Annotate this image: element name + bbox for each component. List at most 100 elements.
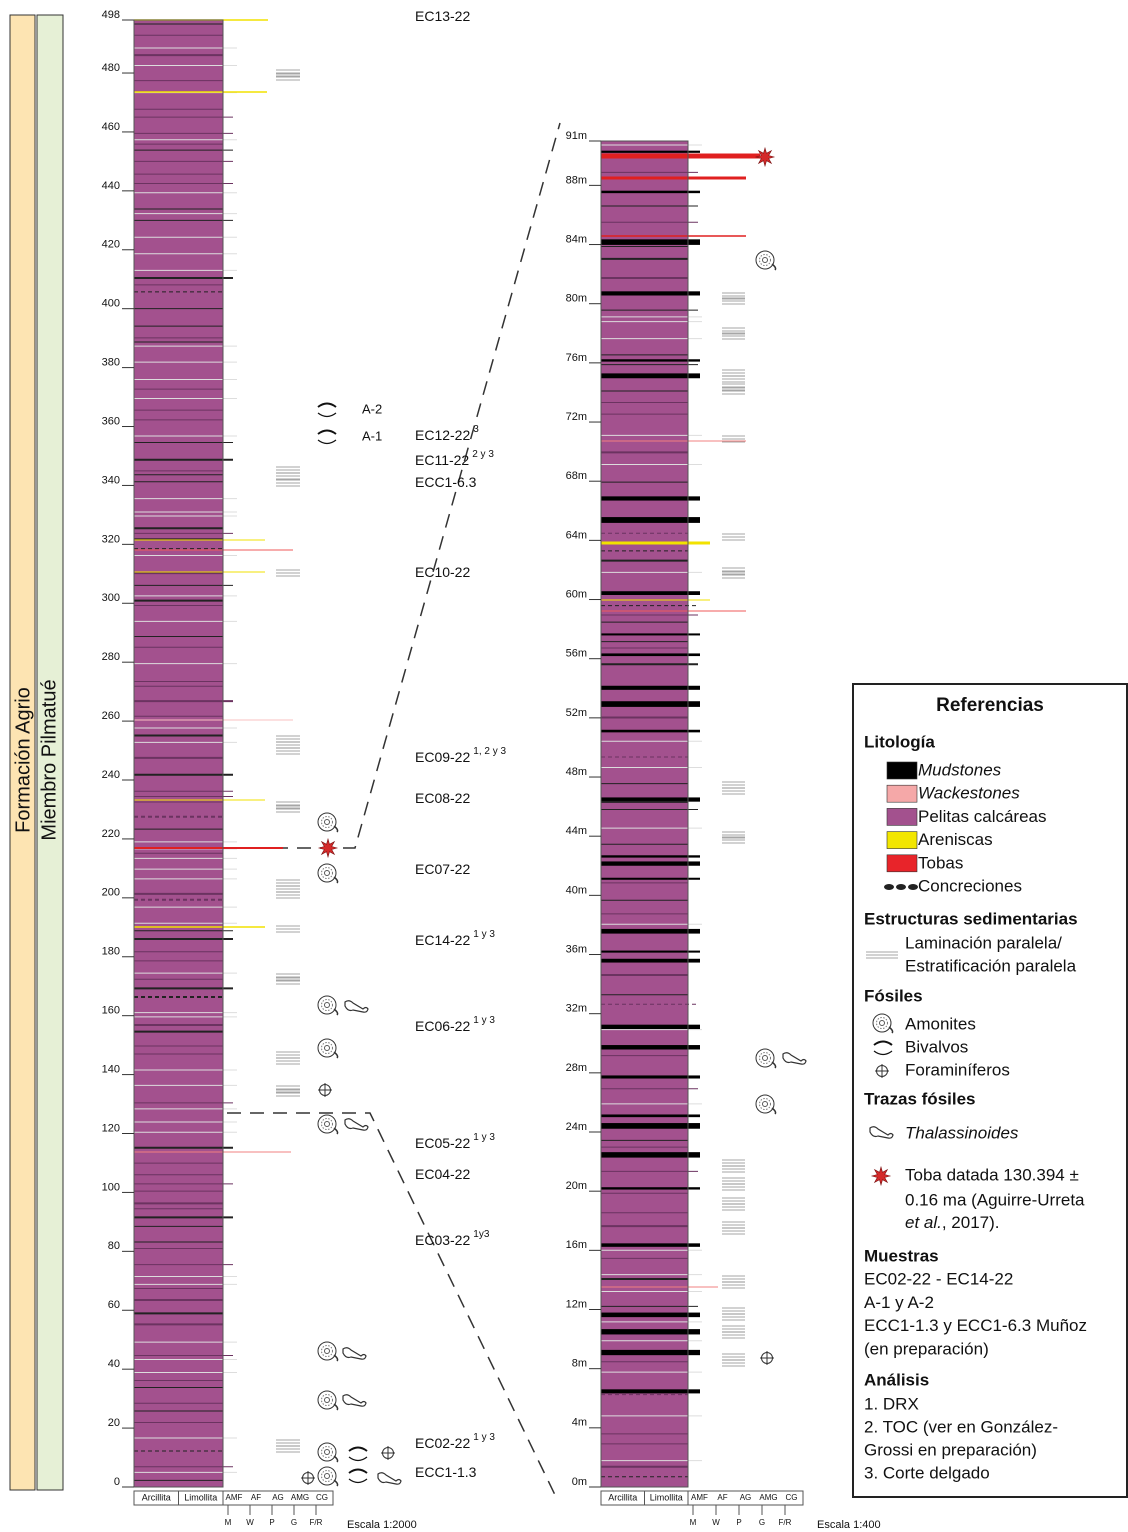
ammonite-core <box>762 1101 768 1107</box>
ammonite-aperture <box>333 1479 339 1487</box>
mudstone-bed <box>601 1329 700 1335</box>
tick-label: 160 <box>102 1005 120 1017</box>
sample-name: ECC1-6.3 <box>415 474 477 490</box>
tick-label: 0 <box>114 1476 120 1488</box>
ammonite-icon <box>317 1466 339 1487</box>
sample-name: EC05-22 <box>415 1135 470 1151</box>
thalassinoides-icon <box>869 1126 894 1139</box>
sample-name: EC03-22 <box>415 1232 470 1248</box>
sample-name: EC02-22 <box>415 1435 470 1451</box>
legend-item: 2. TOC (ver en González- <box>864 1417 1058 1436</box>
tick-label: 60 <box>108 1299 120 1311</box>
legend-swatch <box>886 784 918 803</box>
tick-label: 498 <box>102 9 120 21</box>
dated-tuff-star <box>317 837 339 859</box>
ammonite-shell <box>755 250 775 270</box>
foram-cross <box>381 1446 395 1460</box>
ammonite-core <box>324 1002 330 1008</box>
legend-swatch <box>886 761 918 780</box>
tick-label: 180 <box>102 946 120 958</box>
ammonite-shell <box>317 1114 337 1134</box>
column-body <box>134 20 223 1487</box>
texture-label: W <box>712 1518 720 1527</box>
mudstone-bed <box>601 1024 700 1030</box>
thalassinoides-icon <box>342 1394 367 1407</box>
legend-item: Pelitas calcáreas <box>918 807 1047 826</box>
ammonite-icon <box>755 1048 777 1069</box>
mudstone-bed <box>601 1389 700 1394</box>
ammonite-aperture <box>333 1051 339 1059</box>
bivalve-icon <box>317 429 337 435</box>
column-outline <box>133 19 224 1488</box>
member-bar <box>36 14 64 1491</box>
legend-heading: Litología <box>864 732 935 751</box>
legend-item: ECC1-1.3 y ECC1-6.3 Muñoz <box>864 1316 1087 1335</box>
tick-label: 240 <box>102 769 120 781</box>
tick-label: 80 <box>108 1240 120 1252</box>
legend-swatch <box>886 831 918 849</box>
mudstone-bed <box>601 190 700 194</box>
sample-name: EC09-22 <box>415 749 470 765</box>
legend-text: , 2017). <box>942 1213 1000 1232</box>
ammonite-icon <box>317 1442 339 1463</box>
tick-label: 220 <box>102 828 120 840</box>
ammonite-shell <box>317 812 337 832</box>
tick-label: 84m <box>566 233 587 245</box>
column-body <box>601 141 688 1487</box>
mudstone-bed <box>601 1114 700 1118</box>
sample-name: EC06-22 <box>415 1018 470 1034</box>
lithology-label: Limollita <box>650 1492 683 1502</box>
ammonite-shell <box>317 1466 337 1486</box>
bivalve-icon <box>317 412 337 418</box>
sample-label: ECC1-6.3 <box>415 474 477 490</box>
texture-label: G <box>291 1518 297 1527</box>
sample-label: EC03-22 1y3 <box>415 1229 490 1248</box>
legend-item: Grossi en preparación) <box>864 1440 1037 1459</box>
lithology-label: Arcillita <box>608 1492 637 1502</box>
ammonite-whorl <box>759 1052 771 1064</box>
tick-label: 420 <box>102 239 120 251</box>
foram-cross <box>301 1471 315 1485</box>
ammonite-core <box>324 819 330 825</box>
mudstone-bed <box>601 855 700 858</box>
grain-label: AMF <box>226 1493 243 1502</box>
grain-label: AMG <box>759 1493 777 1502</box>
legend-heading: Estructuras sedimentarias <box>864 909 1078 928</box>
tick-label: 72m <box>566 411 587 423</box>
bivalve-icon <box>348 1446 368 1452</box>
mudstone-bed <box>601 861 700 866</box>
ammonite-aperture <box>333 876 339 884</box>
ammonite-whorl <box>876 1017 888 1029</box>
texture-label: M <box>690 1518 697 1527</box>
sample-name: EC12-22 <box>415 427 470 443</box>
tick-label: 76m <box>566 352 587 364</box>
tick-label: 12m <box>566 1298 587 1310</box>
dated-tuff-star <box>754 146 776 168</box>
mudstone-bed <box>601 1152 700 1158</box>
bivalve-icon <box>348 1456 368 1462</box>
legend-heading: Fósiles <box>864 986 923 1005</box>
sample-name: EC07-22 <box>415 861 470 877</box>
tick-label: 91m <box>566 130 587 142</box>
ammonite-core <box>879 1020 885 1026</box>
tick-label: 28m <box>566 1062 587 1074</box>
legend-item: Tobas <box>918 853 963 872</box>
tick-label: 16m <box>566 1239 587 1251</box>
ammonite-aperture <box>771 1107 777 1115</box>
sample-name: ECC1-1.3 <box>415 1464 477 1480</box>
tick-label: 64m <box>566 529 587 541</box>
legend-item: Toba datada 130.394 ± <box>905 1165 1079 1184</box>
ammonite-shell <box>872 1013 892 1033</box>
tick-label: 48m <box>566 766 587 778</box>
mudstone-bed <box>601 291 700 296</box>
mudstone-bed <box>601 958 700 963</box>
tick-label: 360 <box>102 415 120 427</box>
tick-label: 480 <box>102 62 120 74</box>
ammonite-shell <box>317 1390 337 1410</box>
mudstone-bed <box>601 685 700 690</box>
concretion-icon <box>884 884 894 890</box>
ammonite-core <box>762 257 768 263</box>
ammonite-core <box>324 1473 330 1479</box>
tick-label: 32m <box>566 1003 587 1015</box>
tick-label: 20 <box>108 1417 120 1429</box>
